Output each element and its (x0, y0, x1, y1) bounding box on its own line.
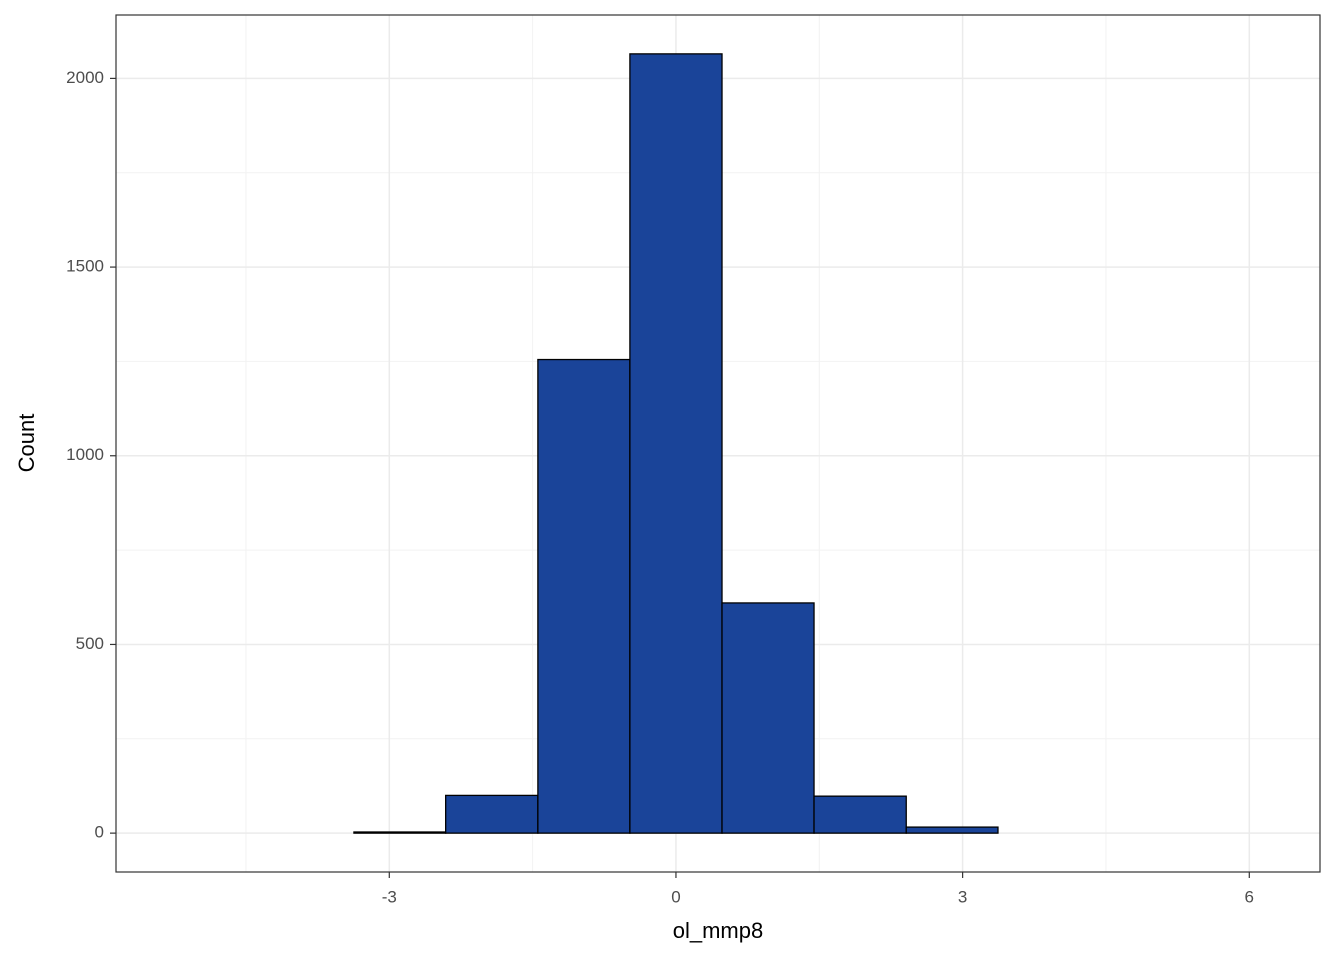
x-tick-label: 3 (958, 887, 967, 906)
y-axis-title: Count (14, 414, 39, 473)
x-tick-label: -3 (382, 887, 397, 906)
bar (905, 826, 999, 834)
bar (353, 831, 447, 834)
y-tick-label: 1000 (66, 445, 104, 464)
panel-border (115, 14, 1321, 873)
bar (445, 794, 539, 834)
bar (813, 795, 907, 834)
bar (629, 53, 723, 834)
y-tick-label: 1500 (66, 257, 104, 276)
bar (721, 602, 815, 834)
y-tick-label: 0 (95, 823, 104, 842)
y-tick-label: 2000 (66, 68, 104, 87)
axes: -3 0 3 6 0 500 1000 1500 2000 (66, 68, 1254, 907)
bars (353, 53, 999, 834)
y-tick-label: 500 (76, 634, 104, 653)
x-tick-label: 6 (1245, 887, 1254, 906)
bar (537, 358, 631, 834)
x-tick-label: 0 (671, 887, 680, 906)
x-axis-title: ol_mmp8 (673, 918, 763, 943)
